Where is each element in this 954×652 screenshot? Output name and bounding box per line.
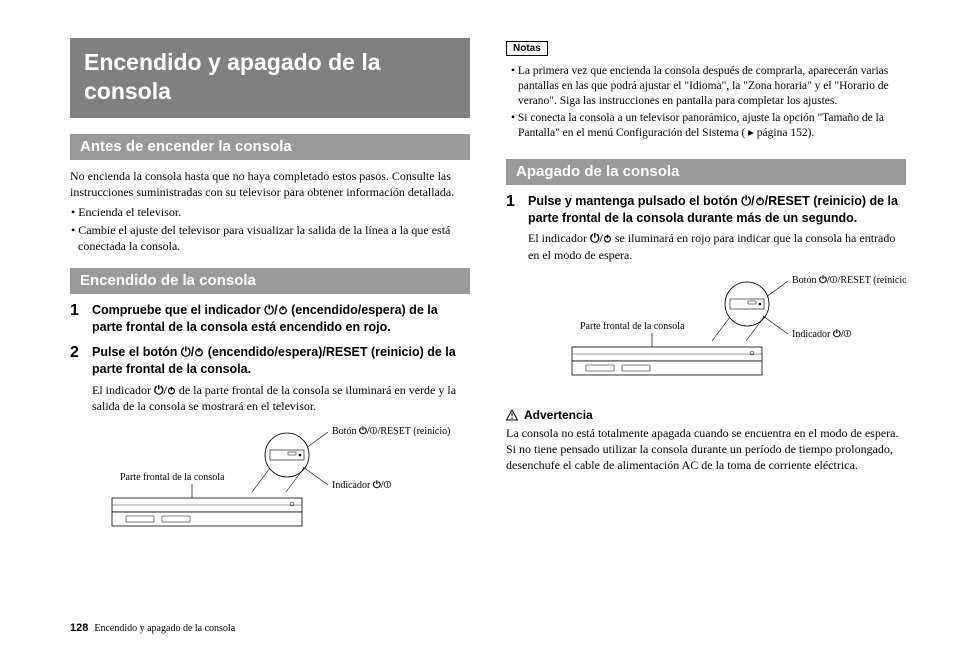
step-number: 1 <box>70 302 84 336</box>
warning-header: Advertencia <box>506 408 906 422</box>
step-body: El indicador ⏻/ se iluminará en rojo par… <box>528 230 906 262</box>
standby-icon <box>603 234 612 243</box>
console-body <box>572 347 762 375</box>
standby-icon <box>167 386 176 395</box>
footer-title: Encendido y apagado de la consola <box>94 623 235 634</box>
text-run: Pulse y mantenga pulsado el botón <box>528 194 741 208</box>
console-body <box>112 498 302 526</box>
step-2: 2 Pulse el botón ⏻/ (encendido/espera)/R… <box>70 344 470 378</box>
step-1: 1 Compruebe que el indicador ⏻/ (encendi… <box>70 302 470 336</box>
standby-icon <box>194 347 204 357</box>
text-run: El indicador <box>92 383 154 397</box>
callout-front: Parte frontal de la consola <box>120 472 225 483</box>
intro-paragraph: No encienda la consola hasta que no haya… <box>70 168 470 200</box>
step-body: El indicador ⏻/ de la parte frontal de l… <box>92 382 470 414</box>
step-number: 1 <box>506 193 520 227</box>
page-number: 128 <box>70 622 88 634</box>
bullet-item: Cambie el ajuste del televisor para visu… <box>70 222 470 254</box>
callout-front: Parte frontal de la consola <box>580 321 685 332</box>
power-symbol: ⏻/ <box>181 345 194 359</box>
power-symbol: ⏻/ <box>264 303 277 317</box>
notes-label: Notas <box>506 41 548 56</box>
note-item: Si conecta la consola a un televisor pan… <box>506 111 906 141</box>
step-title: Pulse el botón ⏻/ (encendido/espera)/RES… <box>92 344 470 378</box>
step-number: 2 <box>70 344 84 378</box>
text-run: El indicador <box>528 231 590 245</box>
diagram-svg: Botón ⏻/⏼/RESET (reinicio) Parte frontal… <box>92 420 452 540</box>
callout-reset: Botón ⏻/⏼/RESET (reinicio) <box>792 274 906 286</box>
console-diagram: Botón ⏻/⏼/RESET (reinicio) Parte frontal… <box>566 269 906 394</box>
bullet-item: Encienda el televisor. <box>70 204 470 220</box>
warning-body: La consola no está totalmente apagada cu… <box>506 425 906 474</box>
power-symbol: ⏻/ <box>590 231 603 245</box>
section-power-off: Apagado de la consola <box>506 159 906 185</box>
standby-icon <box>278 305 288 315</box>
warning-label: Advertencia <box>524 408 593 422</box>
text-run: Pulse el botón <box>92 345 181 359</box>
step-title: Compruebe que el indicador ⏻/ (encendido… <box>92 302 470 336</box>
right-column: Notas La primera vez que encienda la con… <box>506 38 906 634</box>
section-before-power: Antes de encender la consola <box>70 134 470 160</box>
diagram-svg: Botón ⏻/⏼/RESET (reinicio) Parte frontal… <box>566 269 906 389</box>
power-symbol: ⏻/ <box>741 194 754 208</box>
callout-indicator: Indicador ⏻/⏼ <box>792 328 852 340</box>
console-diagram: Botón ⏻/⏼/RESET (reinicio) Parte frontal… <box>92 420 470 545</box>
left-column: Encendido y apagado de la consola Antes … <box>70 38 470 634</box>
page-footer: 128 Encendido y apagado de la consola <box>70 622 235 634</box>
callout-reset: Botón ⏻/⏼/RESET (reinicio) <box>332 425 450 437</box>
step-title: Pulse y mantenga pulsado el botón ⏻//RES… <box>528 193 906 227</box>
power-symbol: ⏻/ <box>154 383 167 397</box>
step-1-off: 1 Pulse y mantenga pulsado el botón ⏻//R… <box>506 193 906 227</box>
note-item: La primera vez que encienda la consola d… <box>506 64 906 109</box>
section-power-on: Encendido de la consola <box>70 268 470 294</box>
warning-icon <box>506 409 518 421</box>
callout-indicator: Indicador ⏻/⏼ <box>332 479 392 491</box>
chapter-title: Encendido y apagado de la consola <box>70 38 470 118</box>
manual-page: Encendido y apagado de la consola Antes … <box>0 0 954 652</box>
standby-icon <box>755 196 765 206</box>
text-run: Compruebe que el indicador <box>92 303 264 317</box>
